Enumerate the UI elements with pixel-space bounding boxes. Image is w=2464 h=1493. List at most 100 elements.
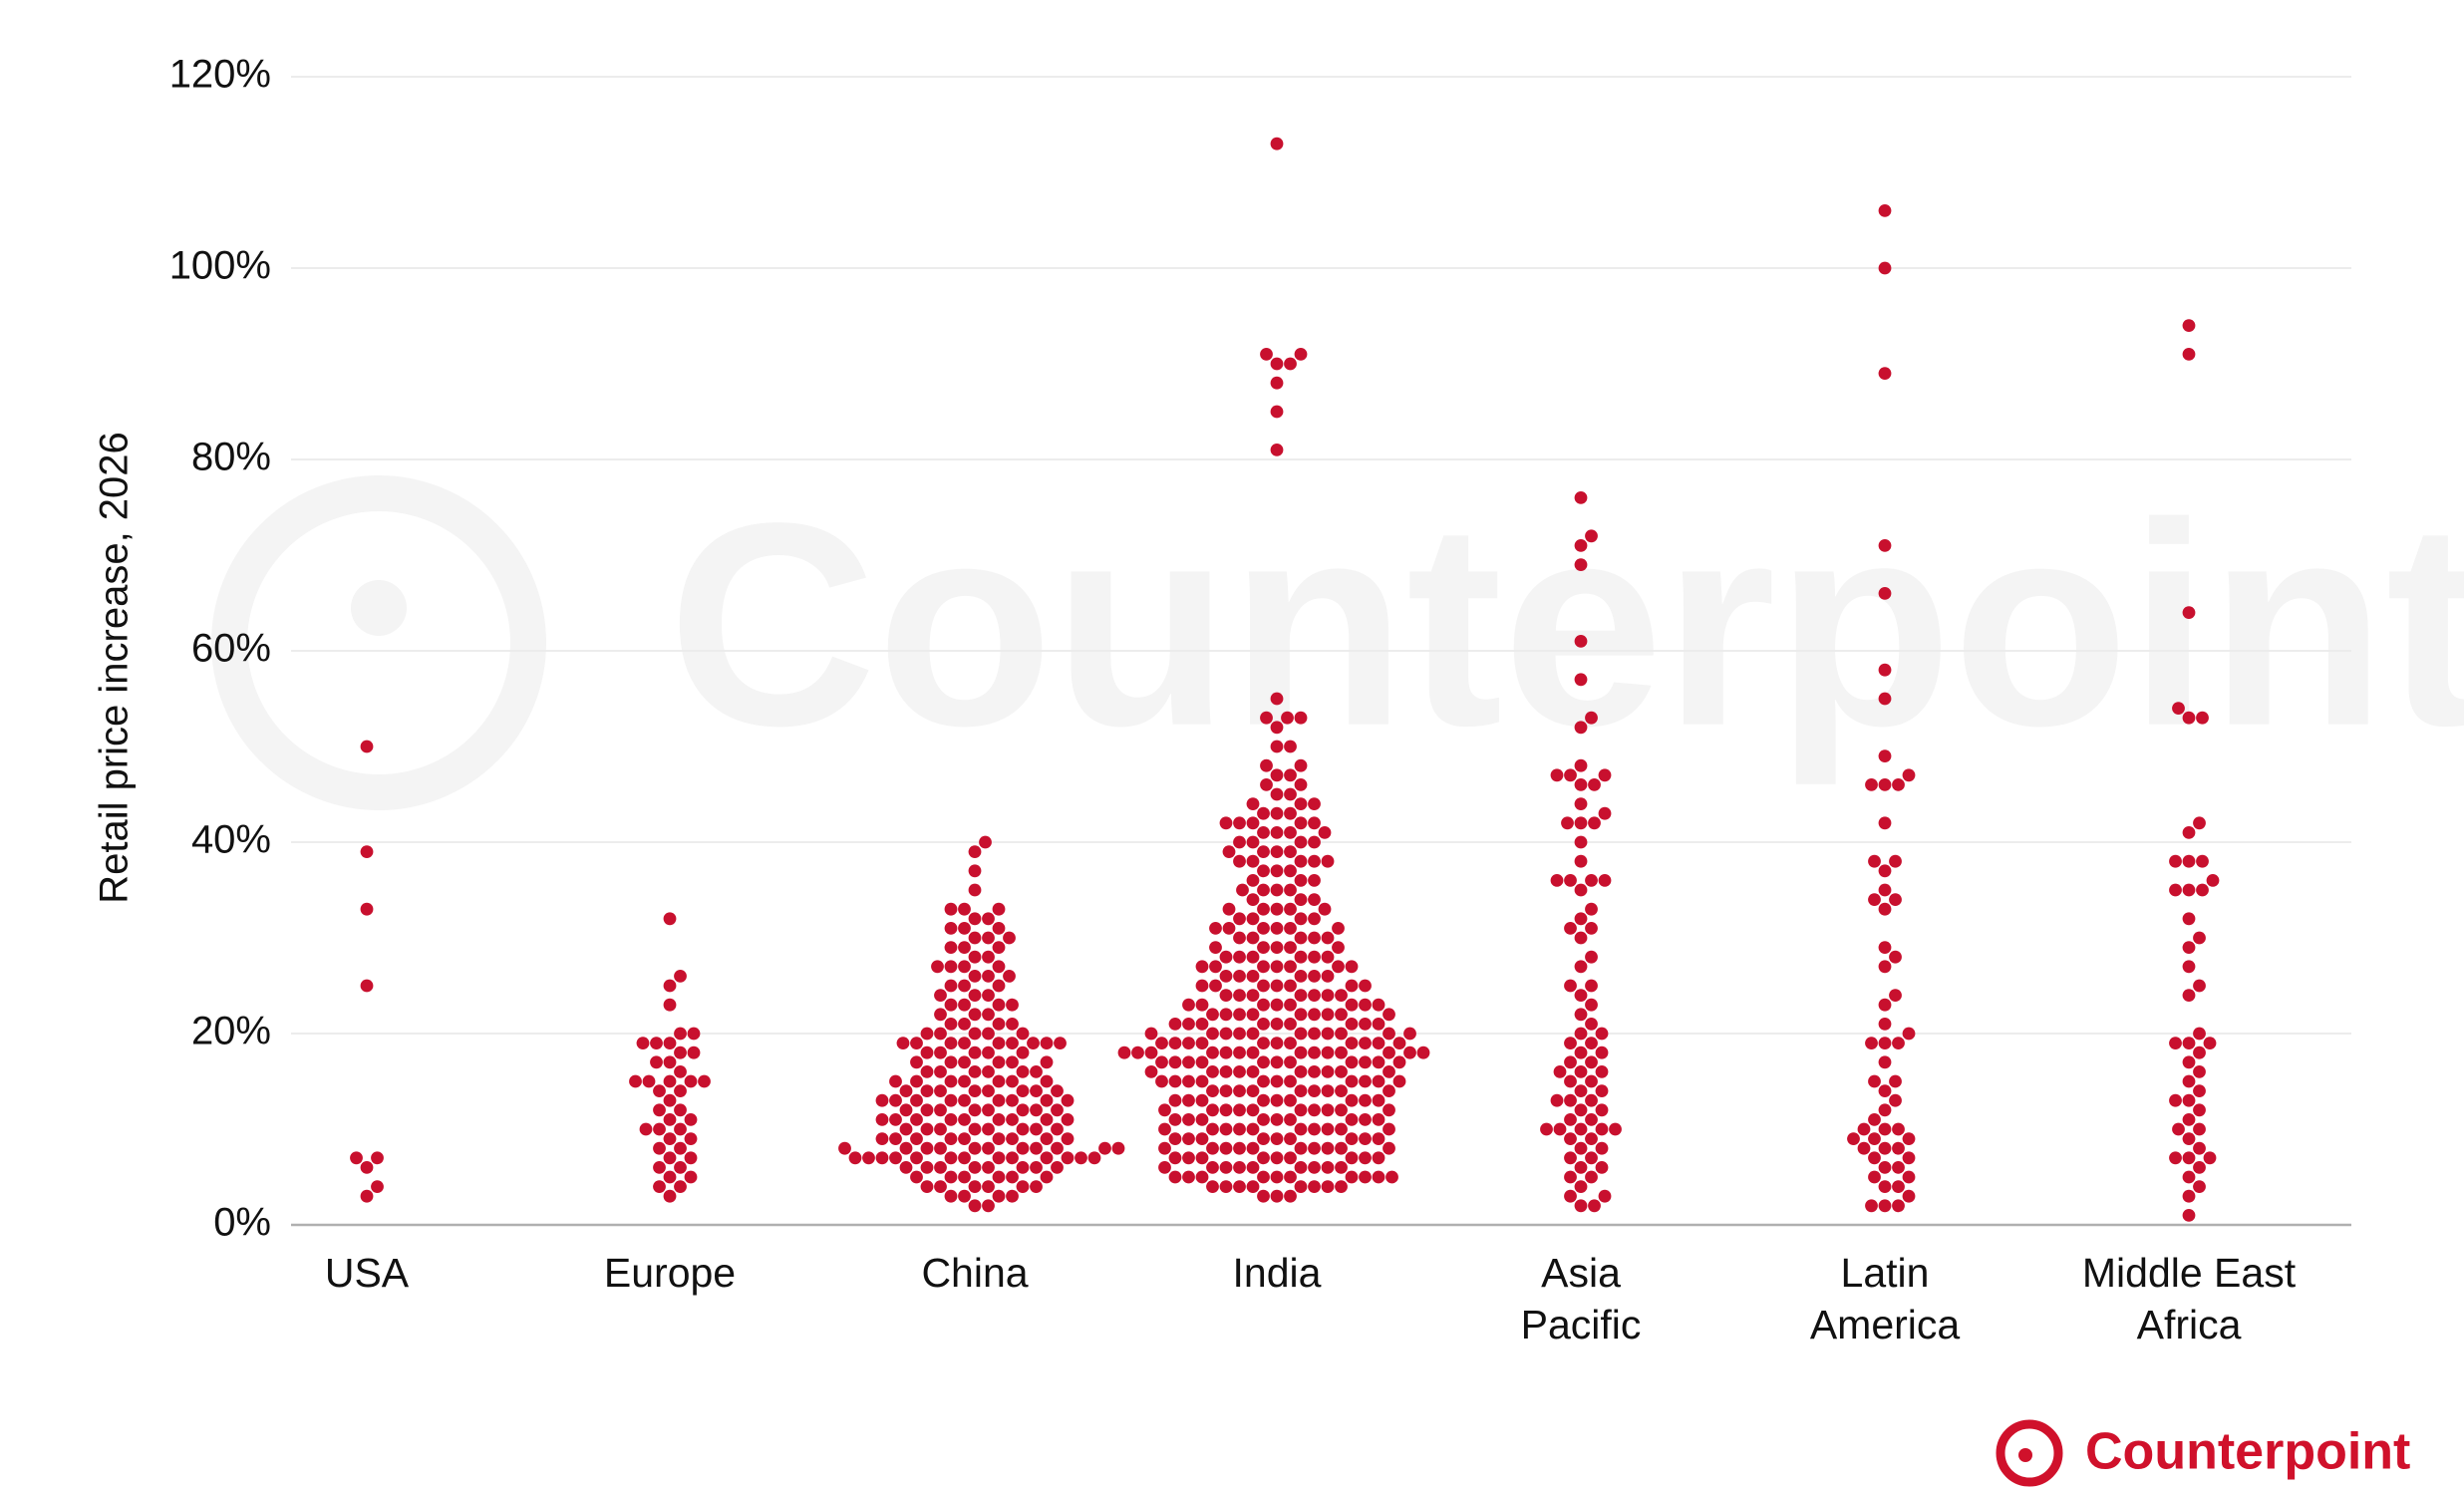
- dot: [992, 1055, 1006, 1069]
- dot: [663, 1113, 677, 1126]
- dot: [1233, 989, 1246, 1002]
- dot: [920, 1027, 934, 1041]
- dot: [360, 902, 374, 916]
- dot: [1564, 874, 1577, 887]
- dot: [1294, 1103, 1308, 1117]
- dot: [1284, 883, 1297, 897]
- dot: [1168, 1074, 1182, 1088]
- dot: [1246, 797, 1260, 810]
- dot: [1294, 1008, 1308, 1022]
- x-tick-label: China: [921, 1250, 1028, 1296]
- dot: [663, 1074, 677, 1088]
- dot: [1595, 1161, 1609, 1174]
- dot: [1383, 1122, 1395, 1136]
- dot: [1553, 1065, 1567, 1078]
- dot: [1206, 1084, 1219, 1097]
- dot: [1564, 1151, 1577, 1165]
- dot: [1182, 1018, 1195, 1031]
- dot: [1868, 1113, 1881, 1126]
- dot: [934, 1161, 947, 1174]
- dot: [1585, 922, 1598, 935]
- dot: [1006, 1170, 1019, 1184]
- dot: [1222, 845, 1236, 858]
- logo-text: Counterpoint: [2085, 1423, 2410, 1481]
- dot: [1585, 998, 1598, 1012]
- dot: [1574, 1008, 1588, 1022]
- dot: [663, 998, 677, 1012]
- dot: [350, 1151, 363, 1165]
- dot: [1006, 1074, 1019, 1088]
- dot: [1359, 979, 1372, 993]
- dot: [958, 1093, 971, 1107]
- dot: [1585, 1151, 1598, 1165]
- dot: [1308, 816, 1321, 830]
- dot: [663, 1170, 677, 1184]
- dot: [968, 1027, 982, 1041]
- dot: [1574, 1084, 1588, 1097]
- dot: [1257, 1151, 1270, 1165]
- dot: [1270, 922, 1284, 935]
- dot: [1233, 835, 1246, 849]
- dot: [1878, 692, 1892, 706]
- dot: [1233, 1122, 1246, 1136]
- dot: [1321, 931, 1335, 945]
- dot: [1550, 1093, 1564, 1107]
- dot: [889, 1113, 902, 1126]
- dot: [1574, 721, 1588, 735]
- dot: [1294, 1045, 1308, 1059]
- dot: [1206, 1180, 1219, 1193]
- dot: [1233, 1045, 1246, 1059]
- dot: [1281, 711, 1294, 725]
- dot: [1889, 1093, 1902, 1107]
- dot: [674, 1141, 687, 1155]
- dot: [663, 1037, 677, 1049]
- dot: [1016, 1065, 1030, 1078]
- dot: [968, 989, 982, 1002]
- dot: [968, 912, 982, 926]
- dot: [1878, 998, 1892, 1012]
- dot: [1318, 902, 1332, 916]
- dot: [1260, 778, 1273, 791]
- dot: [1054, 1037, 1067, 1049]
- dot: [1284, 1132, 1297, 1145]
- dot: [1585, 1018, 1598, 1031]
- dot: [1246, 854, 1260, 868]
- dot: [944, 998, 958, 1012]
- dot: [1006, 1093, 1019, 1107]
- dot: [1270, 998, 1284, 1012]
- dot: [1209, 960, 1222, 974]
- dot: [1016, 1180, 1030, 1193]
- dot: [910, 1151, 923, 1165]
- dot: [1246, 1180, 1260, 1193]
- dot: [1892, 1161, 1905, 1174]
- dot: [2193, 1027, 2206, 1041]
- dot: [1294, 348, 1308, 361]
- dot: [1308, 912, 1321, 926]
- dot: [958, 922, 971, 935]
- dot: [1158, 1141, 1171, 1155]
- dot: [934, 1045, 947, 1059]
- x-tick-label: Europe: [604, 1250, 736, 1296]
- dot: [1030, 1065, 1043, 1078]
- dot: [992, 922, 1006, 935]
- dot: [982, 950, 995, 964]
- dot: [1270, 357, 1284, 371]
- dot: [1195, 1037, 1209, 1049]
- dot: [934, 1103, 947, 1117]
- dot: [1111, 1141, 1125, 1155]
- dot: [1195, 1018, 1209, 1031]
- dot: [1233, 1180, 1246, 1193]
- dot: [1284, 845, 1297, 858]
- dot: [650, 1037, 663, 1049]
- dot: [1574, 1161, 1588, 1174]
- dot: [2196, 883, 2209, 897]
- watermark-dot: [351, 580, 407, 636]
- dot: [1233, 1161, 1246, 1174]
- dot: [1865, 1037, 1878, 1049]
- dot: [1294, 816, 1308, 830]
- dot: [1195, 1170, 1209, 1184]
- y-tick-label: 60%: [191, 627, 271, 671]
- dot: [1219, 1122, 1233, 1136]
- dot: [1168, 1055, 1182, 1069]
- dot: [910, 1093, 923, 1107]
